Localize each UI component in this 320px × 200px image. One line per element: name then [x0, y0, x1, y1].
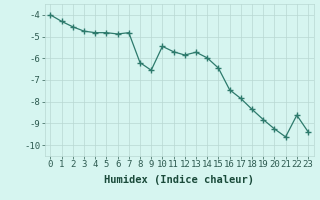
X-axis label: Humidex (Indice chaleur): Humidex (Indice chaleur) [104, 175, 254, 185]
